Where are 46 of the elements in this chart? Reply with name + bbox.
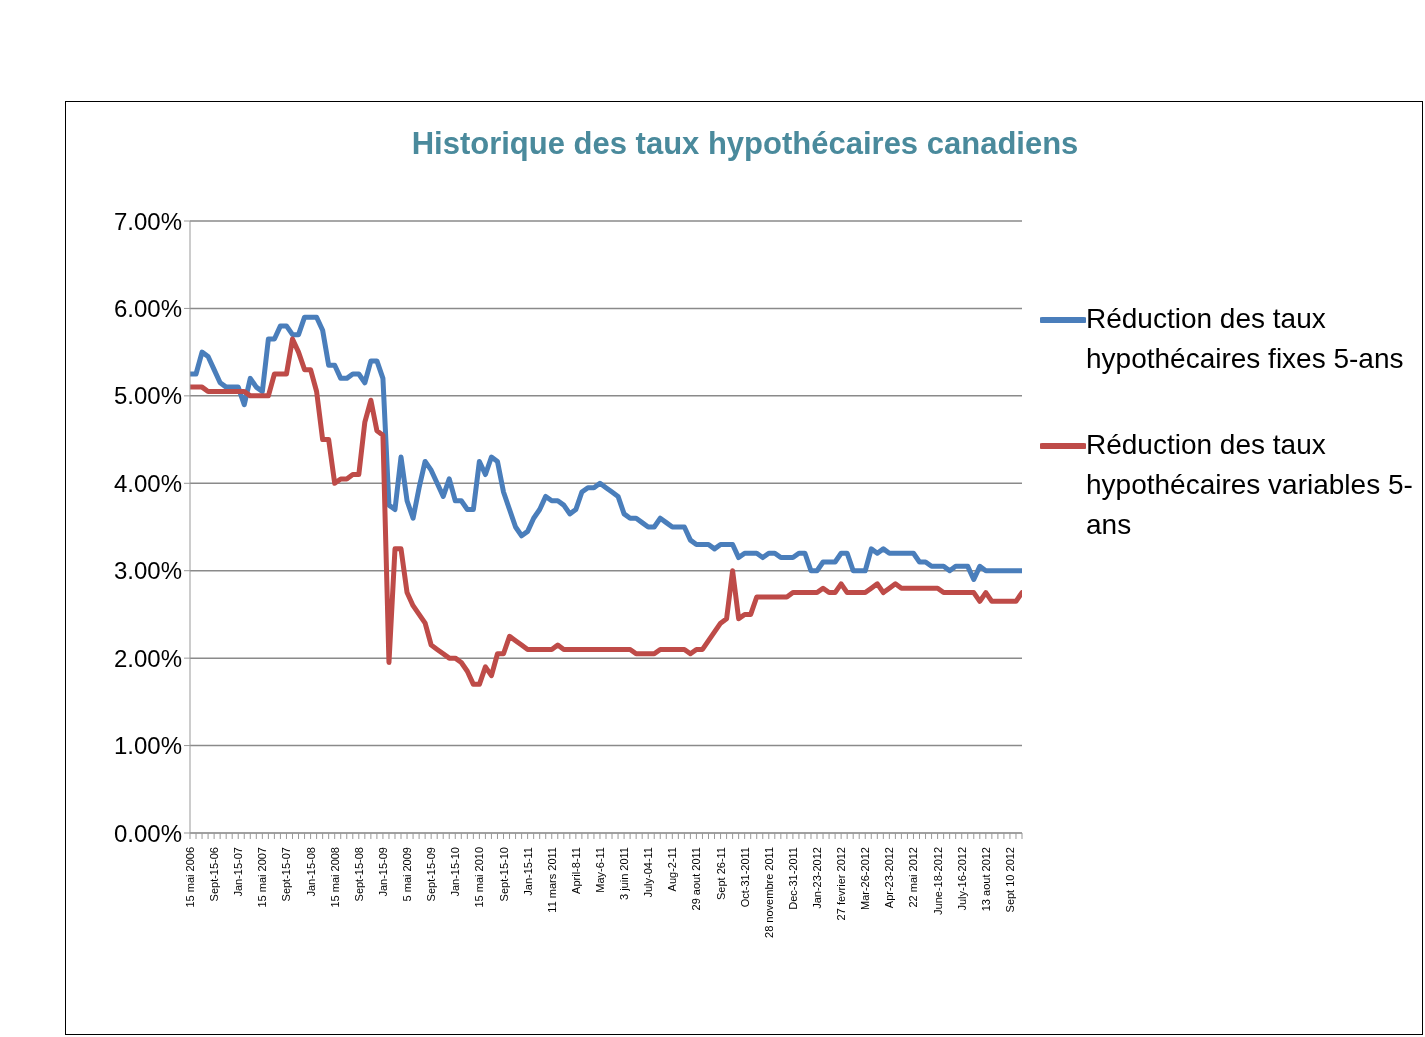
x-tick-label: Mar-26-2012 bbox=[859, 847, 872, 910]
x-tick-label: July-04-11 bbox=[642, 847, 655, 898]
y-tick-label: 6.00% bbox=[113, 294, 182, 322]
x-tick-label: 15 mai 2008 bbox=[328, 847, 341, 908]
x-tick-label: 22 mai 2012 bbox=[907, 847, 920, 908]
y-tick-label: 3.00% bbox=[113, 557, 182, 585]
x-tick-label: Sept 26-11 bbox=[714, 847, 727, 901]
x-tick-label: Jan-23-2012 bbox=[811, 847, 824, 909]
x-tick-label: Sept 10 2012 bbox=[1003, 847, 1016, 913]
x-tick-label: Jan-15-09 bbox=[376, 847, 389, 897]
x-tick-label: Dec-31-2011 bbox=[786, 847, 799, 910]
x-tick-label: Sept-15-08 bbox=[352, 847, 365, 902]
legend-label: Réduction des taux hypothécaires variables 5-ans bbox=[1086, 428, 1414, 542]
x-tick-label: Jan-15-07 bbox=[232, 847, 245, 897]
x-tick-label: 15 mai 2010 bbox=[473, 847, 486, 908]
y-tick-label: 5.00% bbox=[113, 382, 182, 410]
x-tick-label: Jan-15-10 bbox=[449, 847, 462, 897]
x-tick-label: Sept-15-09 bbox=[425, 847, 438, 902]
x-tick-label: May-6-11 bbox=[593, 847, 606, 893]
x-tick-label: 27 fevrier 2012 bbox=[835, 847, 848, 921]
x-tick-label: April-8-11 bbox=[569, 847, 582, 894]
x-tick-label: Jan-15-11 bbox=[521, 847, 534, 896]
chart-title: Historique des taux hypothécaires canadiens bbox=[410, 126, 1080, 162]
x-tick-label: 13 aout 2012 bbox=[979, 847, 992, 912]
y-tick-label: 4.00% bbox=[113, 469, 182, 497]
x-tick-label: Sept-15-06 bbox=[208, 847, 221, 902]
x-tick-label: Aug-2-11 bbox=[666, 847, 679, 892]
legend-label: Réduction des taux hypothécaires fixes 5-ans bbox=[1086, 302, 1405, 376]
x-tick-label: Jan-15-08 bbox=[304, 847, 317, 897]
x-tick-label: 3 juin 2011 bbox=[618, 847, 631, 901]
x-tick-label: 15 mai 2006 bbox=[184, 847, 196, 908]
y-tick-label: 1.00% bbox=[113, 732, 182, 760]
x-tick-label: Apr-23-2012 bbox=[883, 847, 896, 909]
y-tick-label: 7.00% bbox=[113, 207, 182, 235]
x-tick-label: 5 mai 2009 bbox=[401, 847, 414, 902]
x-tick-label: Sept-15-10 bbox=[497, 847, 510, 902]
y-tick-label: 0.00% bbox=[113, 819, 182, 847]
x-tick-label: 15 mai 2007 bbox=[256, 847, 269, 908]
y-tick-label: 2.00% bbox=[113, 644, 182, 672]
x-tick-label: June-18-2012 bbox=[931, 847, 944, 915]
x-tick-label: Oct-31-2011 bbox=[738, 847, 751, 908]
x-tick-label: July-16-2012 bbox=[955, 847, 968, 911]
x-tick-label: 28 novembre 2011 bbox=[762, 847, 775, 938]
x-tick-label: 29 aout 2011 bbox=[690, 847, 703, 911]
x-tick-label: Sept-15-07 bbox=[280, 847, 293, 902]
x-tick-label: 11 mars 2011 bbox=[545, 847, 558, 913]
